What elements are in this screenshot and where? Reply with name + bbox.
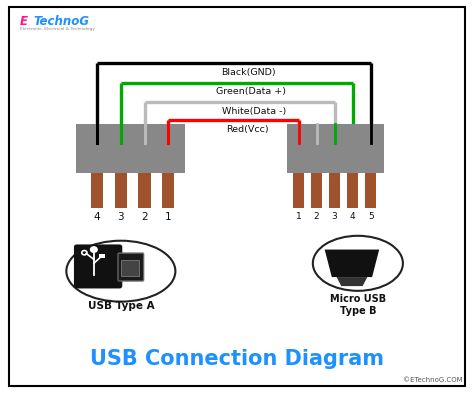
Text: 4: 4 <box>94 212 100 222</box>
Text: 2: 2 <box>314 212 319 221</box>
FancyBboxPatch shape <box>91 173 103 208</box>
Text: 3: 3 <box>332 212 337 221</box>
FancyBboxPatch shape <box>115 173 127 208</box>
FancyBboxPatch shape <box>162 173 174 208</box>
Text: USB Connection Diagram: USB Connection Diagram <box>90 349 384 369</box>
Text: TechnoG: TechnoG <box>33 15 89 28</box>
FancyBboxPatch shape <box>121 260 139 276</box>
Text: E: E <box>20 15 28 28</box>
FancyBboxPatch shape <box>347 173 358 208</box>
FancyBboxPatch shape <box>311 173 322 208</box>
Text: 1: 1 <box>296 212 301 221</box>
Text: Green(Data +): Green(Data +) <box>216 87 286 96</box>
Text: 5: 5 <box>368 212 374 221</box>
Text: Black(GND): Black(GND) <box>221 68 275 77</box>
Polygon shape <box>325 250 379 277</box>
FancyBboxPatch shape <box>74 244 122 288</box>
Ellipse shape <box>313 236 403 291</box>
FancyBboxPatch shape <box>138 173 151 208</box>
FancyBboxPatch shape <box>287 124 384 173</box>
Text: 3: 3 <box>118 212 124 222</box>
Circle shape <box>91 247 97 252</box>
Text: 4: 4 <box>350 212 356 221</box>
Text: White(Data -): White(Data -) <box>222 107 286 116</box>
Text: Red(Vcc): Red(Vcc) <box>227 125 269 134</box>
FancyBboxPatch shape <box>293 173 304 208</box>
Text: USB Type A: USB Type A <box>88 301 154 310</box>
Polygon shape <box>337 277 367 286</box>
Ellipse shape <box>66 241 175 302</box>
Text: 1: 1 <box>165 212 172 222</box>
Text: ©ETechnoG.COM: ©ETechnoG.COM <box>402 377 462 383</box>
FancyBboxPatch shape <box>118 253 144 281</box>
FancyBboxPatch shape <box>365 173 376 208</box>
FancyBboxPatch shape <box>99 254 105 258</box>
Text: Electronic, Electrical & Technology: Electronic, Electrical & Technology <box>20 27 95 31</box>
Text: 2: 2 <box>141 212 148 222</box>
FancyBboxPatch shape <box>76 124 185 173</box>
FancyBboxPatch shape <box>329 173 340 208</box>
Text: Micro USB
Type B: Micro USB Type B <box>330 294 386 316</box>
